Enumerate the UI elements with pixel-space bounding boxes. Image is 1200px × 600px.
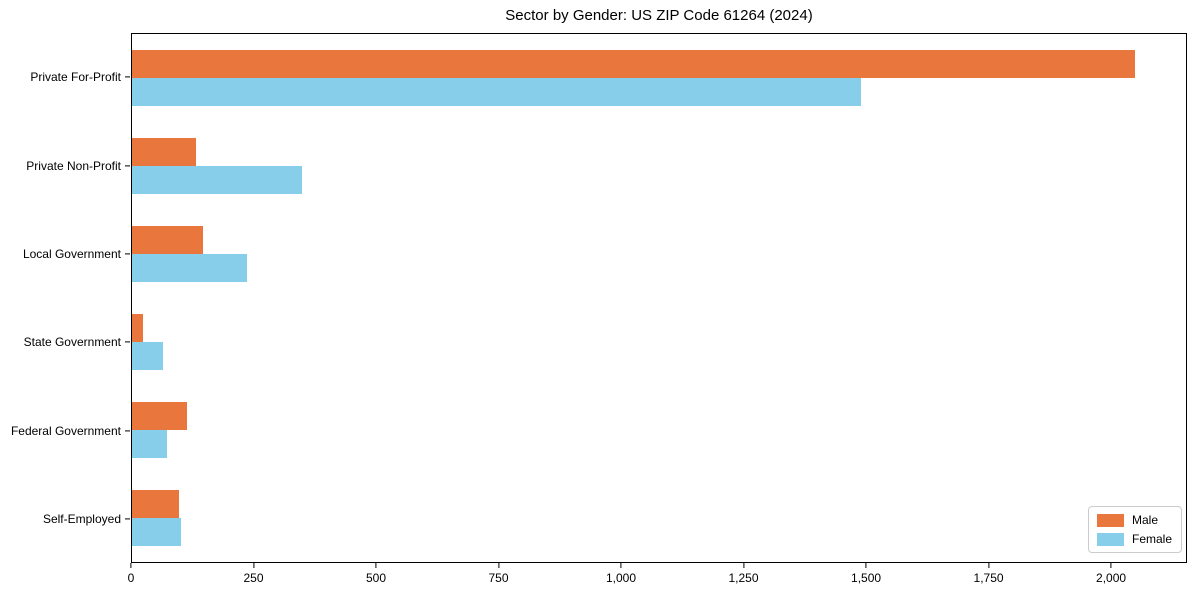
female-color-swatch — [1096, 532, 1124, 546]
y-tick — [125, 341, 130, 343]
y-tick — [125, 76, 130, 78]
bar-male — [132, 314, 143, 342]
x-tick — [865, 563, 867, 568]
category-label: Self-Employed — [42, 511, 121, 526]
x-tick-label: 250 — [243, 571, 264, 585]
legend-label-female: Female — [1131, 532, 1172, 546]
bar-row — [132, 298, 1186, 386]
x-axis: 0 250 500 750 1,000 1,250 1,500 1,750 2,000 — [127, 563, 1187, 593]
category-label: Private Non-Profit — [26, 158, 121, 173]
bar-row — [132, 386, 1186, 474]
plot-area: Male Female — [131, 33, 1187, 563]
category-label: State Government — [23, 335, 121, 350]
bar-row — [132, 474, 1186, 562]
y-tick — [125, 253, 130, 255]
bar-male — [132, 402, 187, 430]
x-tick — [742, 563, 745, 568]
x-tick-label: 0 — [127, 571, 135, 585]
bar-female — [132, 342, 163, 370]
x-tick-label: 1,750 — [973, 571, 1004, 585]
x-tick — [1110, 563, 1112, 568]
x-tick-label: 2,000 — [1096, 571, 1127, 585]
male-color-swatch — [1096, 513, 1124, 527]
x-tick — [252, 563, 255, 568]
bar-male — [132, 490, 180, 518]
x-tick — [620, 563, 622, 568]
bar-female — [132, 78, 861, 106]
x-tick — [987, 563, 990, 568]
bar-female — [132, 254, 248, 282]
y-tick — [125, 164, 130, 167]
category-label: Private For-Profit — [30, 70, 121, 85]
bar-male — [132, 226, 204, 254]
legend-item-female: Female — [1096, 532, 1172, 546]
bar-female — [132, 430, 167, 458]
legend-item-male: Male — [1096, 513, 1172, 527]
bars-layer — [132, 34, 1186, 562]
y-axis: Private For-Profit Private Non-Profit Loca… — [0, 33, 131, 563]
y-tick — [125, 429, 130, 432]
category-label: Local Government — [22, 246, 121, 261]
bar-row — [132, 210, 1186, 298]
x-tick-label: 1,500 — [851, 571, 882, 585]
bar-male — [132, 138, 196, 166]
x-tick — [130, 563, 132, 568]
x-tick-label: 1,000 — [606, 571, 637, 585]
x-tick-label: 500 — [365, 571, 387, 585]
bar-row — [132, 122, 1186, 210]
x-tick-label: 1,250 — [728, 571, 759, 585]
legend: Male Female — [1087, 506, 1182, 553]
category-label: Federal Government — [10, 423, 121, 438]
bar-row — [132, 34, 1186, 122]
bar-male — [132, 50, 1135, 78]
x-tick — [375, 563, 377, 568]
chart-title: Sector by Gender: US ZIP Code 61264 (202… — [505, 7, 813, 24]
y-tick — [125, 518, 130, 520]
bar-female — [132, 518, 181, 546]
x-tick — [497, 563, 500, 568]
x-tick-label: 750 — [488, 571, 509, 585]
bar-female — [132, 166, 303, 194]
legend-label-male: Male — [1131, 513, 1158, 527]
